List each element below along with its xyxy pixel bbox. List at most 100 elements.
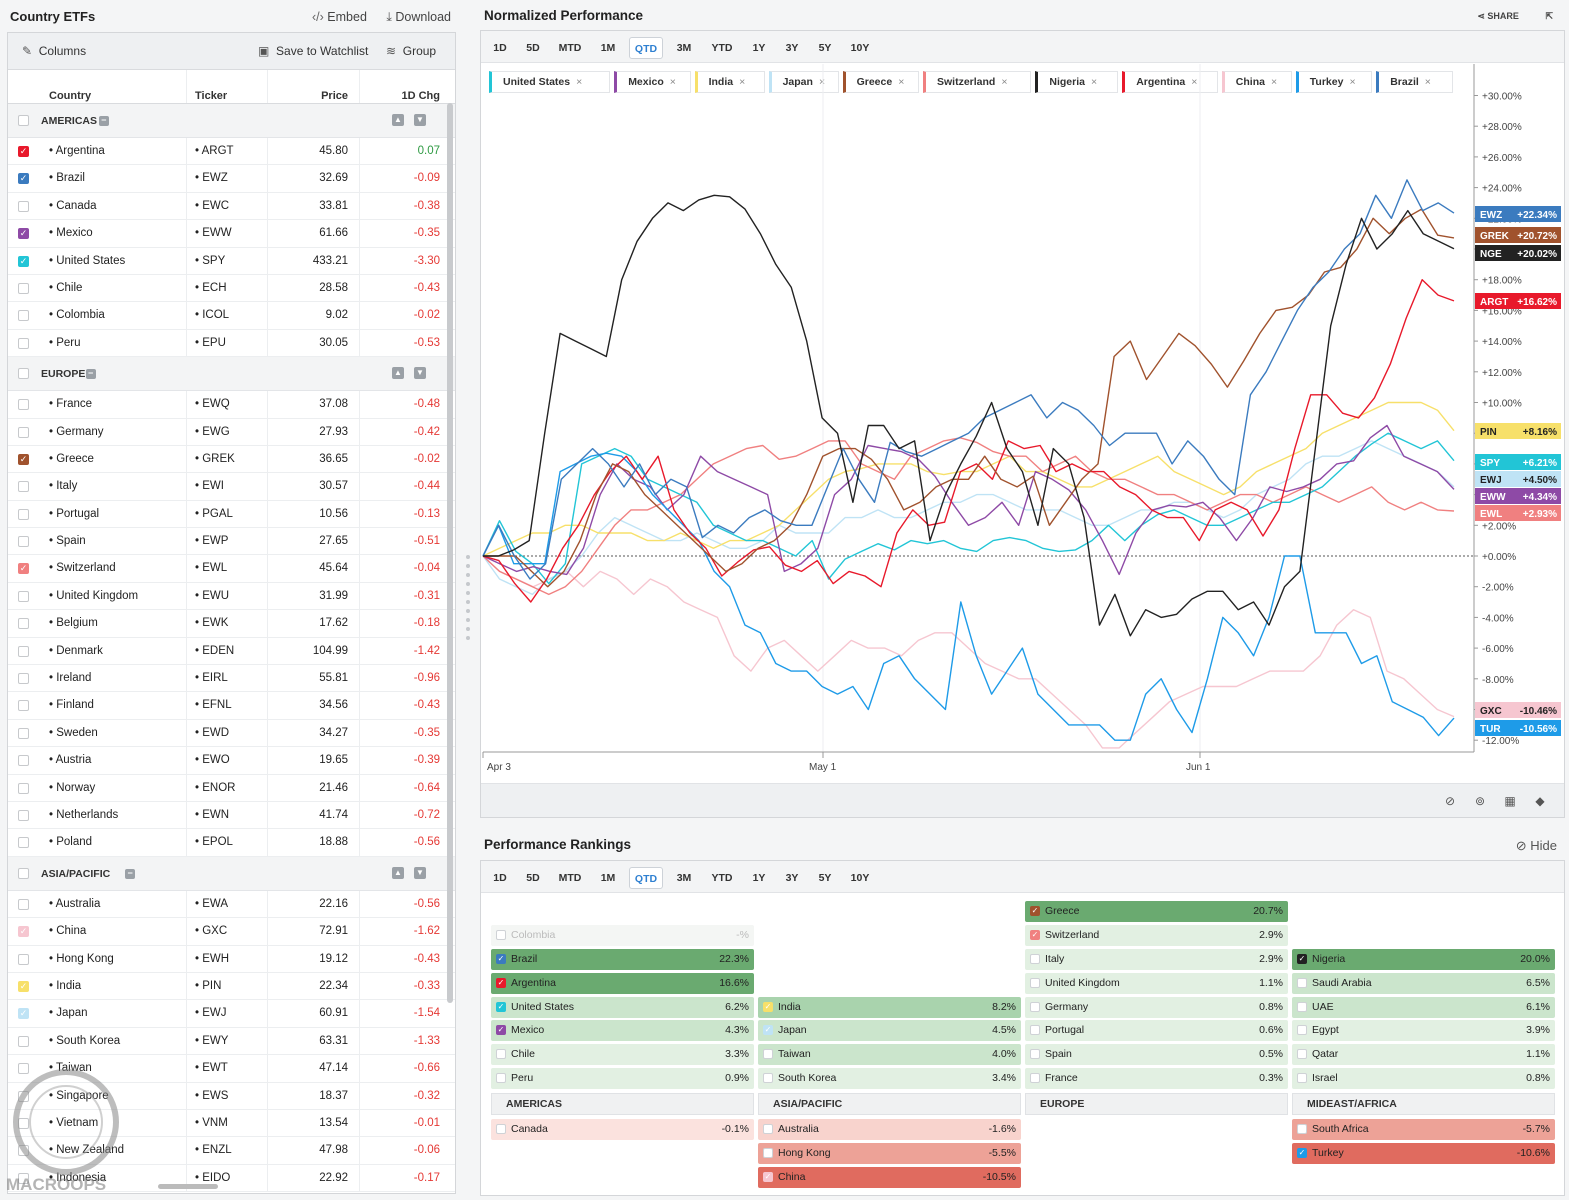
chart-period-qtd[interactable]: QTD: [629, 37, 663, 59]
sort-down-icon[interactable]: ▼: [414, 866, 426, 879]
ranking-checkbox[interactable]: [496, 1049, 506, 1060]
ranking-item[interactable]: Spain 0.5%: [1025, 1044, 1288, 1066]
chart-period-1d[interactable]: 1D: [493, 42, 507, 54]
close-icon[interactable]: ×: [1001, 76, 1008, 88]
resize-handle[interactable]: [464, 555, 472, 645]
share-button[interactable]: ⋖ SHARE: [1477, 11, 1519, 21]
ranking-item[interactable]: Peru 0.9%: [491, 1068, 754, 1089]
row-checkbox[interactable]: ✓: [18, 228, 29, 240]
row-checkbox[interactable]: ✓: [18, 926, 29, 938]
table-row[interactable]: • Colombia • ICOL 9.02 -0.02: [8, 302, 455, 330]
hide-button[interactable]: ⊘ Hide: [1515, 838, 1557, 853]
rank-period-1d[interactable]: 1D: [493, 872, 507, 884]
row-checkbox[interactable]: [18, 426, 29, 438]
table-row[interactable]: • Austria • EWO 19.65 -0.39: [8, 747, 455, 775]
row-checkbox[interactable]: ✓: [18, 453, 29, 465]
ranking-checkbox[interactable]: [1030, 1073, 1040, 1083]
row-checkbox[interactable]: ✓: [18, 563, 29, 575]
legend-chip[interactable]: India ×: [694, 71, 765, 93]
ranking-item[interactable]: France 0.3%: [1025, 1068, 1288, 1089]
table-row[interactable]: ✓ • Argentina • ARGT 45.80 0.07: [8, 138, 455, 166]
ranking-checkbox[interactable]: [1297, 977, 1307, 988]
chart-period-1y[interactable]: 1Y: [752, 42, 766, 54]
table-row[interactable]: • Indonesia • EIDO 22.92 -0.17: [8, 1164, 455, 1193]
ranking-checkbox[interactable]: [763, 1073, 773, 1083]
table-row[interactable]: • Hong Kong • EWH 19.12 -0.43: [8, 945, 455, 973]
series-line-india[interactable]: [482, 401, 1455, 557]
ranking-item[interactable]: ✓ Nigeria 20.0%: [1292, 949, 1555, 970]
chart-period-10y[interactable]: 10Y: [850, 42, 870, 54]
legend-chip[interactable]: Nigeria ×: [1035, 71, 1119, 93]
ranking-checkbox[interactable]: [1297, 1025, 1307, 1036]
country-name[interactable]: • Spain: [49, 535, 86, 548]
ranking-checkbox[interactable]: ✓: [496, 954, 506, 964]
ranking-checkbox[interactable]: [1030, 1001, 1040, 1012]
ranking-item[interactable]: United Kingdom 1.1%: [1025, 972, 1288, 994]
row-checkbox[interactable]: [18, 700, 29, 712]
legend-chip[interactable]: United States ×: [489, 71, 611, 93]
ranking-item[interactable]: Saudi Arabia 6.5%: [1292, 972, 1555, 994]
country-name[interactable]: • Sweden: [49, 726, 98, 739]
table-row[interactable]: ✓ • China • GXC 72.91 -1.62: [8, 918, 455, 946]
ranking-item[interactable]: Germany 0.8%: [1025, 996, 1288, 1018]
ranking-checkbox[interactable]: [1297, 1049, 1307, 1060]
table-row[interactable]: ✓ • Brazil • EWZ 32.69 -0.09: [8, 165, 455, 193]
ranking-checkbox[interactable]: [763, 1124, 773, 1134]
ranking-checkbox[interactable]: [496, 1124, 506, 1134]
ranking-item[interactable]: Egypt 3.9%: [1292, 1020, 1555, 1042]
group-checkbox[interactable]: [18, 368, 29, 380]
table-row[interactable]: • Germany • EWG 27.93 -0.42: [8, 418, 455, 446]
row-checkbox[interactable]: ✓: [18, 1008, 29, 1020]
country-name[interactable]: • France: [49, 398, 93, 411]
download-button[interactable]: ⤓ Download: [386, 10, 451, 24]
close-icon[interactable]: ×: [1191, 76, 1198, 88]
group-header-asia-pacific[interactable]: ASIA/PACIFIC − ▲ ▼: [8, 856, 455, 891]
table-row[interactable]: • Peru • EPU 30.05 -0.53: [8, 329, 455, 358]
table-row[interactable]: ✓ • Japan • EWJ 60.91 -1.54: [8, 1000, 455, 1028]
ranking-item[interactable]: ✓ Switzerland 2.9%: [1025, 925, 1288, 947]
embed-button[interactable]: ‹/› Embed: [312, 10, 367, 24]
ranking-item[interactable]: ✓ Brazil 22.3%: [491, 949, 754, 970]
table-row[interactable]: • Sweden • EWD 34.27 -0.35: [8, 719, 455, 748]
country-name[interactable]: • Mexico: [49, 227, 93, 240]
row-checkbox[interactable]: [18, 590, 29, 602]
country-name[interactable]: • Japan: [49, 1007, 88, 1020]
group-button[interactable]: ≋ Group: [386, 44, 437, 58]
row-checkbox[interactable]: [18, 953, 29, 965]
close-icon[interactable]: ×: [739, 76, 746, 88]
country-name[interactable]: • India: [49, 979, 82, 992]
table-row[interactable]: • Belgium • EWK 17.62 -0.18: [8, 610, 455, 638]
ranking-item[interactable]: Canada -0.1%: [491, 1119, 754, 1140]
country-name[interactable]: • United States: [49, 254, 126, 267]
ranking-checkbox[interactable]: [1297, 1124, 1307, 1134]
row-checkbox[interactable]: [18, 310, 29, 322]
series-line-brazil[interactable]: [482, 179, 1455, 580]
row-checkbox[interactable]: [18, 508, 29, 520]
country-name[interactable]: • Chile: [49, 281, 83, 294]
close-icon[interactable]: ×: [818, 76, 826, 88]
rank-period-qtd[interactable]: QTD: [629, 867, 663, 889]
table-row[interactable]: ✓ • Greece • GREK 36.65 -0.02: [8, 445, 455, 474]
group-header-americas[interactable]: AMERICAS − ▲ ▼: [8, 104, 455, 138]
country-name[interactable]: • Singapore: [49, 1089, 109, 1102]
chart-period-1m[interactable]: 1M: [600, 42, 616, 54]
vertical-scrollbar[interactable]: [447, 103, 453, 1003]
chart-period-5d[interactable]: 5D: [526, 42, 540, 54]
ranking-item[interactable]: ✓ United States 6.2%: [491, 996, 754, 1018]
series-line-switzerland[interactable]: [482, 437, 1455, 596]
group-checkbox[interactable]: [18, 867, 29, 879]
close-icon[interactable]: ×: [1091, 76, 1098, 88]
ranking-item[interactable]: South Africa -5.7%: [1292, 1119, 1555, 1140]
ranking-checkbox[interactable]: ✓: [1030, 906, 1040, 917]
ranking-checkbox[interactable]: ✓: [1030, 930, 1040, 941]
table-row[interactable]: ✓ • United States • SPY 433.21 -3.30: [8, 247, 455, 275]
ranking-item[interactable]: Taiwan 4.0%: [758, 1044, 1021, 1066]
row-checkbox[interactable]: [18, 618, 29, 630]
row-checkbox[interactable]: [18, 1063, 29, 1075]
sort-up-icon[interactable]: ▲: [392, 367, 404, 380]
ranking-checkbox[interactable]: ✓: [763, 1171, 773, 1182]
ranking-item[interactable]: ✓ China -10.5%: [758, 1166, 1021, 1188]
ranking-item[interactable]: ✓ India 8.2%: [758, 996, 1021, 1018]
zoom-icon[interactable]: ⊚: [1474, 794, 1486, 808]
legend-chip[interactable]: Japan ×: [768, 71, 839, 93]
